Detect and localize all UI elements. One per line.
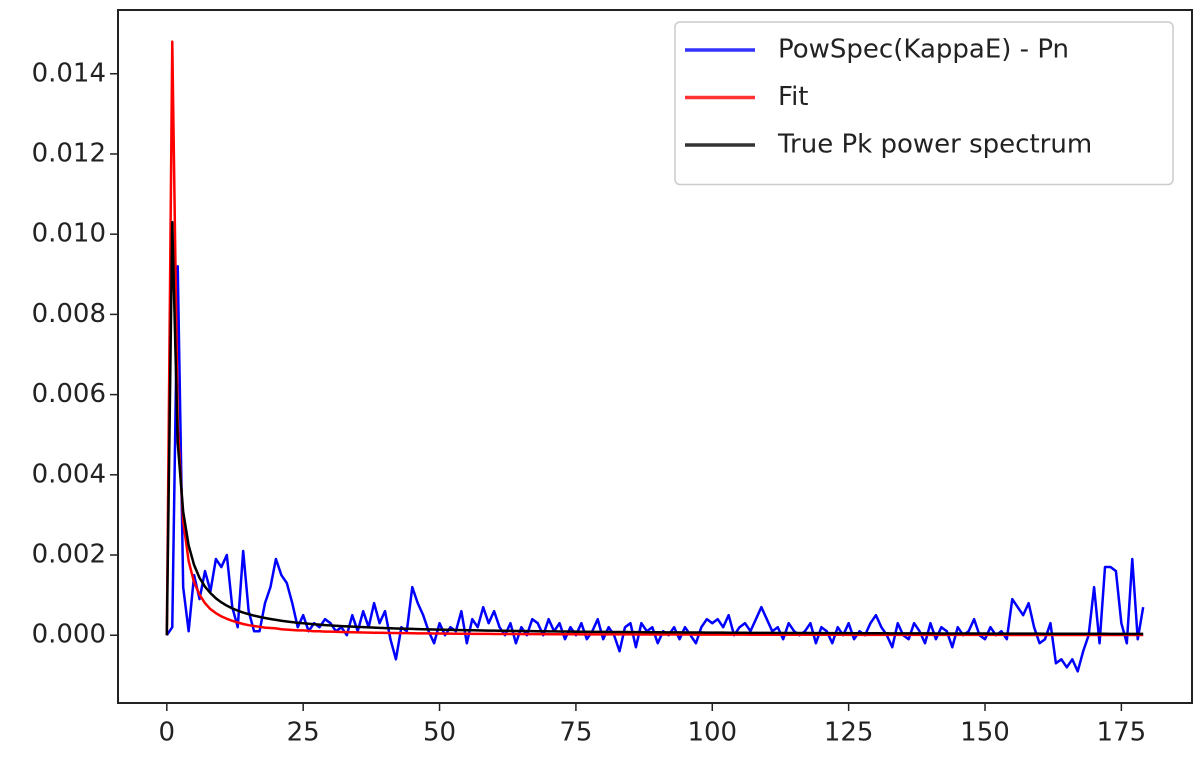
y-tick-label: 0.002	[32, 540, 106, 570]
x-tick-label: 175	[1097, 718, 1147, 748]
x-tick-label: 125	[824, 718, 874, 748]
y-tick-label: 0.004	[32, 459, 106, 489]
x-tick-label: 25	[287, 718, 320, 748]
legend-label: Fit	[778, 82, 808, 112]
x-tick-label: 75	[559, 718, 592, 748]
y-tick-label: 0.006	[32, 379, 106, 409]
x-tick-label: 50	[423, 718, 456, 748]
y-tick-label: 0.014	[32, 58, 106, 88]
axes-frame	[117, 9, 1193, 704]
y-tick-label: 0.012	[32, 138, 106, 168]
legend-label: True Pk power spectrum	[777, 130, 1092, 160]
y-tick-label: 0.000	[32, 620, 106, 650]
x-tick-label: 100	[687, 718, 737, 748]
x-tick-label: 0	[159, 718, 176, 748]
legend-box	[674, 21, 1174, 186]
legend: PowSpec(KappaE) - Pn Fit True Pk power spe…	[674, 21, 1174, 186]
y-tick-label: 0.010	[32, 219, 106, 249]
series-line	[165, 220, 1144, 636]
y-tick-label: 0.008	[32, 299, 106, 329]
x-tick-label: 150	[960, 718, 1010, 748]
series-line	[165, 40, 1144, 637]
legend-label: PowSpec(KappaE) - Pn	[778, 35, 1069, 65]
